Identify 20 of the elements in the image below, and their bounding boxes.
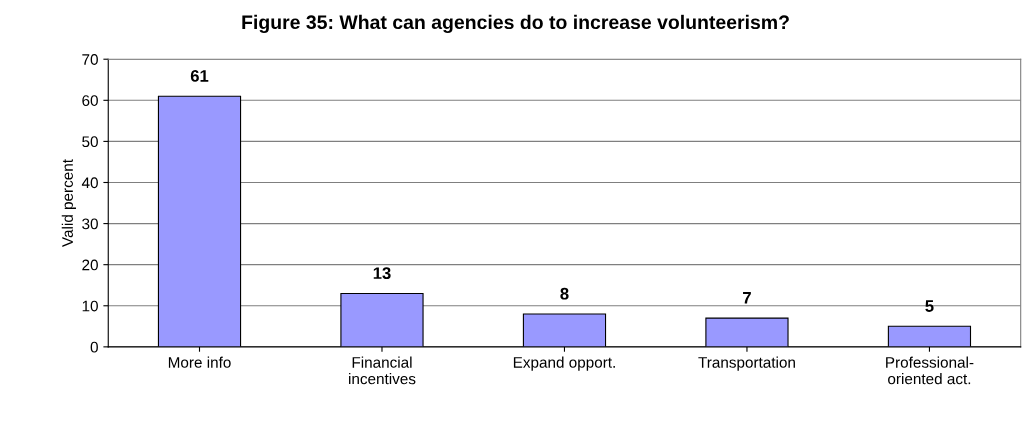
x-tick-label: Professional- oriented act.: [886, 356, 974, 385]
y-tick-label: 50: [82, 136, 98, 148]
y-tick-label: 40: [81, 177, 98, 189]
data-label: 61: [190, 69, 209, 82]
y-tick-label: 30: [82, 218, 98, 230]
data-label: 7: [743, 292, 751, 304]
y-tick-label: 70: [82, 54, 98, 65]
x-tick-label: Expand opport.: [513, 356, 615, 371]
y-tick-label: 0: [90, 341, 98, 353]
data-label: 5: [925, 300, 934, 312]
y-tick-label: 10: [82, 300, 98, 312]
x-tick-label: Transportation: [698, 356, 795, 371]
x-tick-label: Financial incentives: [349, 356, 416, 385]
x-tick-label: More info: [168, 356, 231, 368]
y-tick-label: 20: [82, 259, 98, 271]
data-label: 13: [373, 267, 391, 280]
y-axis-title: Valid percent: [61, 159, 76, 247]
chart-title: Figure 35: What can agencies do to increase volunteerism?: [242, 14, 789, 34]
y-tick-label: 60: [82, 95, 98, 106]
data-label: 8: [560, 287, 569, 300]
